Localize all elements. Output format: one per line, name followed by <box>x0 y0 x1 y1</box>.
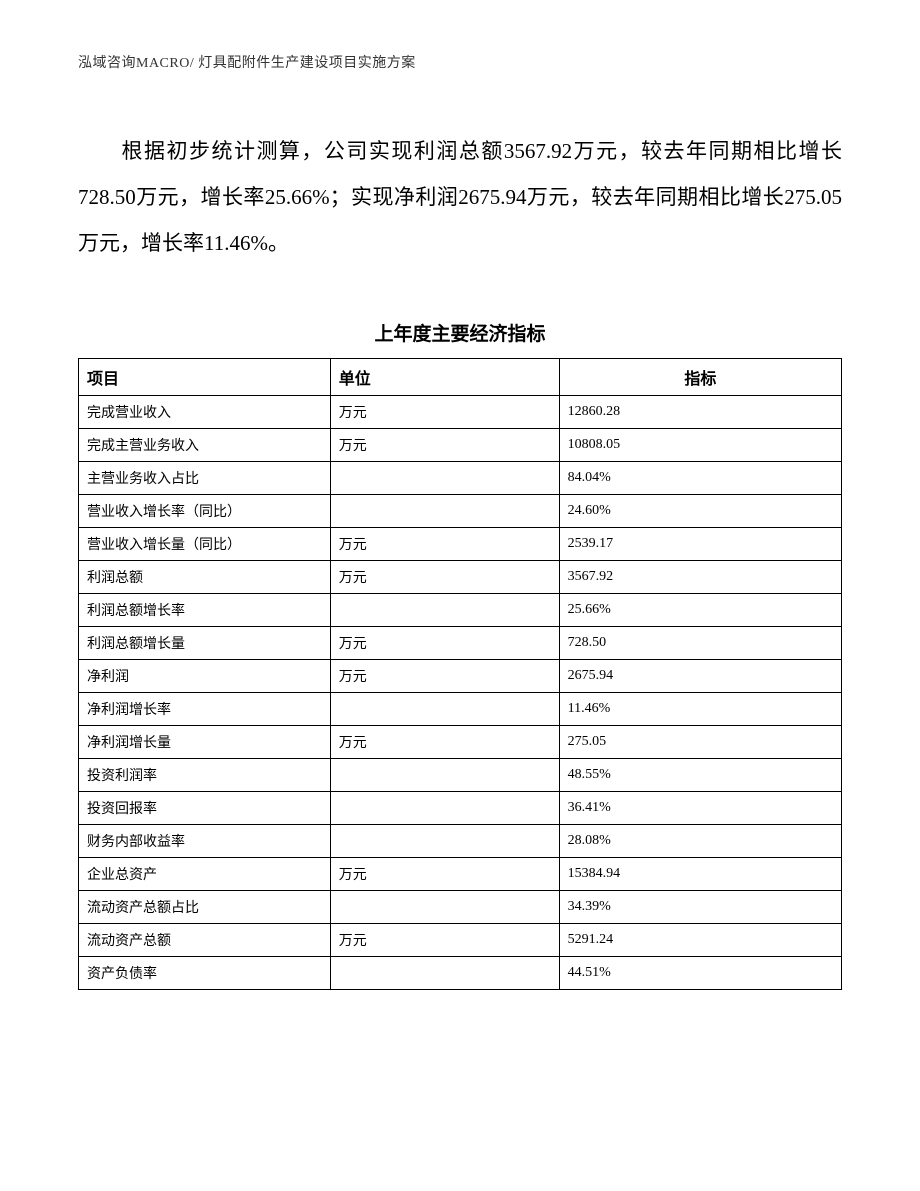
cell-unit <box>330 791 559 824</box>
cell-item: 企业总资产 <box>79 857 331 890</box>
cell-value: 25.66% <box>559 593 841 626</box>
table-row: 营业收入增长量（同比）万元2539.17 <box>79 527 842 560</box>
cell-value: 2539.17 <box>559 527 841 560</box>
cell-value: 11.46% <box>559 692 841 725</box>
cell-item: 财务内部收益率 <box>79 824 331 857</box>
table-row: 投资利润率 48.55% <box>79 758 842 791</box>
cell-unit: 万元 <box>330 428 559 461</box>
cell-item: 利润总额 <box>79 560 331 593</box>
document-header: 泓域咨询MACRO/ 灯具配附件生产建设项目实施方案 <box>78 52 842 72</box>
cell-unit <box>330 758 559 791</box>
cell-item: 净利润增长率 <box>79 692 331 725</box>
cell-item: 资产负债率 <box>79 956 331 989</box>
cell-unit: 万元 <box>330 659 559 692</box>
col-header-item: 项目 <box>79 358 331 395</box>
cell-unit <box>330 461 559 494</box>
table-header-row: 项目 单位 指标 <box>79 358 842 395</box>
cell-unit: 万元 <box>330 725 559 758</box>
table-row: 利润总额万元3567.92 <box>79 560 842 593</box>
cell-value: 44.51% <box>559 956 841 989</box>
cell-unit <box>330 956 559 989</box>
table-row: 流动资产总额万元5291.24 <box>79 923 842 956</box>
cell-unit: 万元 <box>330 626 559 659</box>
cell-unit <box>330 824 559 857</box>
cell-value: 84.04% <box>559 461 841 494</box>
table-row: 完成营业收入万元12860.28 <box>79 395 842 428</box>
table-row: 净利润增长量万元275.05 <box>79 725 842 758</box>
body-paragraph: 根据初步统计测算，公司实现利润总额3567.92万元，较去年同期相比增长728.… <box>78 128 842 267</box>
cell-item: 投资回报率 <box>79 791 331 824</box>
table-row: 流动资产总额占比 34.39% <box>79 890 842 923</box>
table-row: 净利润增长率 11.46% <box>79 692 842 725</box>
table-title: 上年度主要经济指标 <box>78 319 842 346</box>
cell-item: 流动资产总额占比 <box>79 890 331 923</box>
cell-item: 主营业务收入占比 <box>79 461 331 494</box>
table-row: 利润总额增长量万元728.50 <box>79 626 842 659</box>
table-row: 财务内部收益率 28.08% <box>79 824 842 857</box>
cell-value: 728.50 <box>559 626 841 659</box>
cell-item: 完成主营业务收入 <box>79 428 331 461</box>
cell-value: 34.39% <box>559 890 841 923</box>
cell-item: 营业收入增长量（同比） <box>79 527 331 560</box>
cell-value: 15384.94 <box>559 857 841 890</box>
cell-item: 利润总额增长量 <box>79 626 331 659</box>
cell-value: 5291.24 <box>559 923 841 956</box>
cell-unit: 万元 <box>330 560 559 593</box>
cell-value: 36.41% <box>559 791 841 824</box>
cell-unit: 万元 <box>330 923 559 956</box>
cell-item: 净利润增长量 <box>79 725 331 758</box>
cell-unit: 万元 <box>330 527 559 560</box>
cell-item: 流动资产总额 <box>79 923 331 956</box>
col-header-unit: 单位 <box>330 358 559 395</box>
cell-unit <box>330 890 559 923</box>
cell-unit <box>330 593 559 626</box>
cell-value: 10808.05 <box>559 428 841 461</box>
cell-item: 投资利润率 <box>79 758 331 791</box>
cell-unit <box>330 494 559 527</box>
table-row: 完成主营业务收入万元10808.05 <box>79 428 842 461</box>
cell-value: 48.55% <box>559 758 841 791</box>
table-row: 主营业务收入占比 84.04% <box>79 461 842 494</box>
cell-value: 28.08% <box>559 824 841 857</box>
table-row: 营业收入增长率（同比） 24.60% <box>79 494 842 527</box>
cell-value: 275.05 <box>559 725 841 758</box>
cell-value: 2675.94 <box>559 659 841 692</box>
cell-value: 24.60% <box>559 494 841 527</box>
economic-indicators-table: 项目 单位 指标 完成营业收入万元12860.28 完成主营业务收入万元1080… <box>78 358 842 990</box>
cell-unit: 万元 <box>330 395 559 428</box>
col-header-value: 指标 <box>559 358 841 395</box>
cell-item: 完成营业收入 <box>79 395 331 428</box>
table-row: 利润总额增长率 25.66% <box>79 593 842 626</box>
cell-value: 3567.92 <box>559 560 841 593</box>
cell-item: 营业收入增长率（同比） <box>79 494 331 527</box>
paragraph-text: 根据初步统计测算，公司实现利润总额3567.92万元，较去年同期相比增长728.… <box>78 139 842 255</box>
cell-item: 净利润 <box>79 659 331 692</box>
cell-item: 利润总额增长率 <box>79 593 331 626</box>
table-row: 企业总资产万元15384.94 <box>79 857 842 890</box>
cell-unit: 万元 <box>330 857 559 890</box>
table-row: 净利润万元2675.94 <box>79 659 842 692</box>
cell-unit <box>330 692 559 725</box>
table-body: 完成营业收入万元12860.28 完成主营业务收入万元10808.05 主营业务… <box>79 395 842 989</box>
table-row: 资产负债率 44.51% <box>79 956 842 989</box>
cell-value: 12860.28 <box>559 395 841 428</box>
table-row: 投资回报率 36.41% <box>79 791 842 824</box>
